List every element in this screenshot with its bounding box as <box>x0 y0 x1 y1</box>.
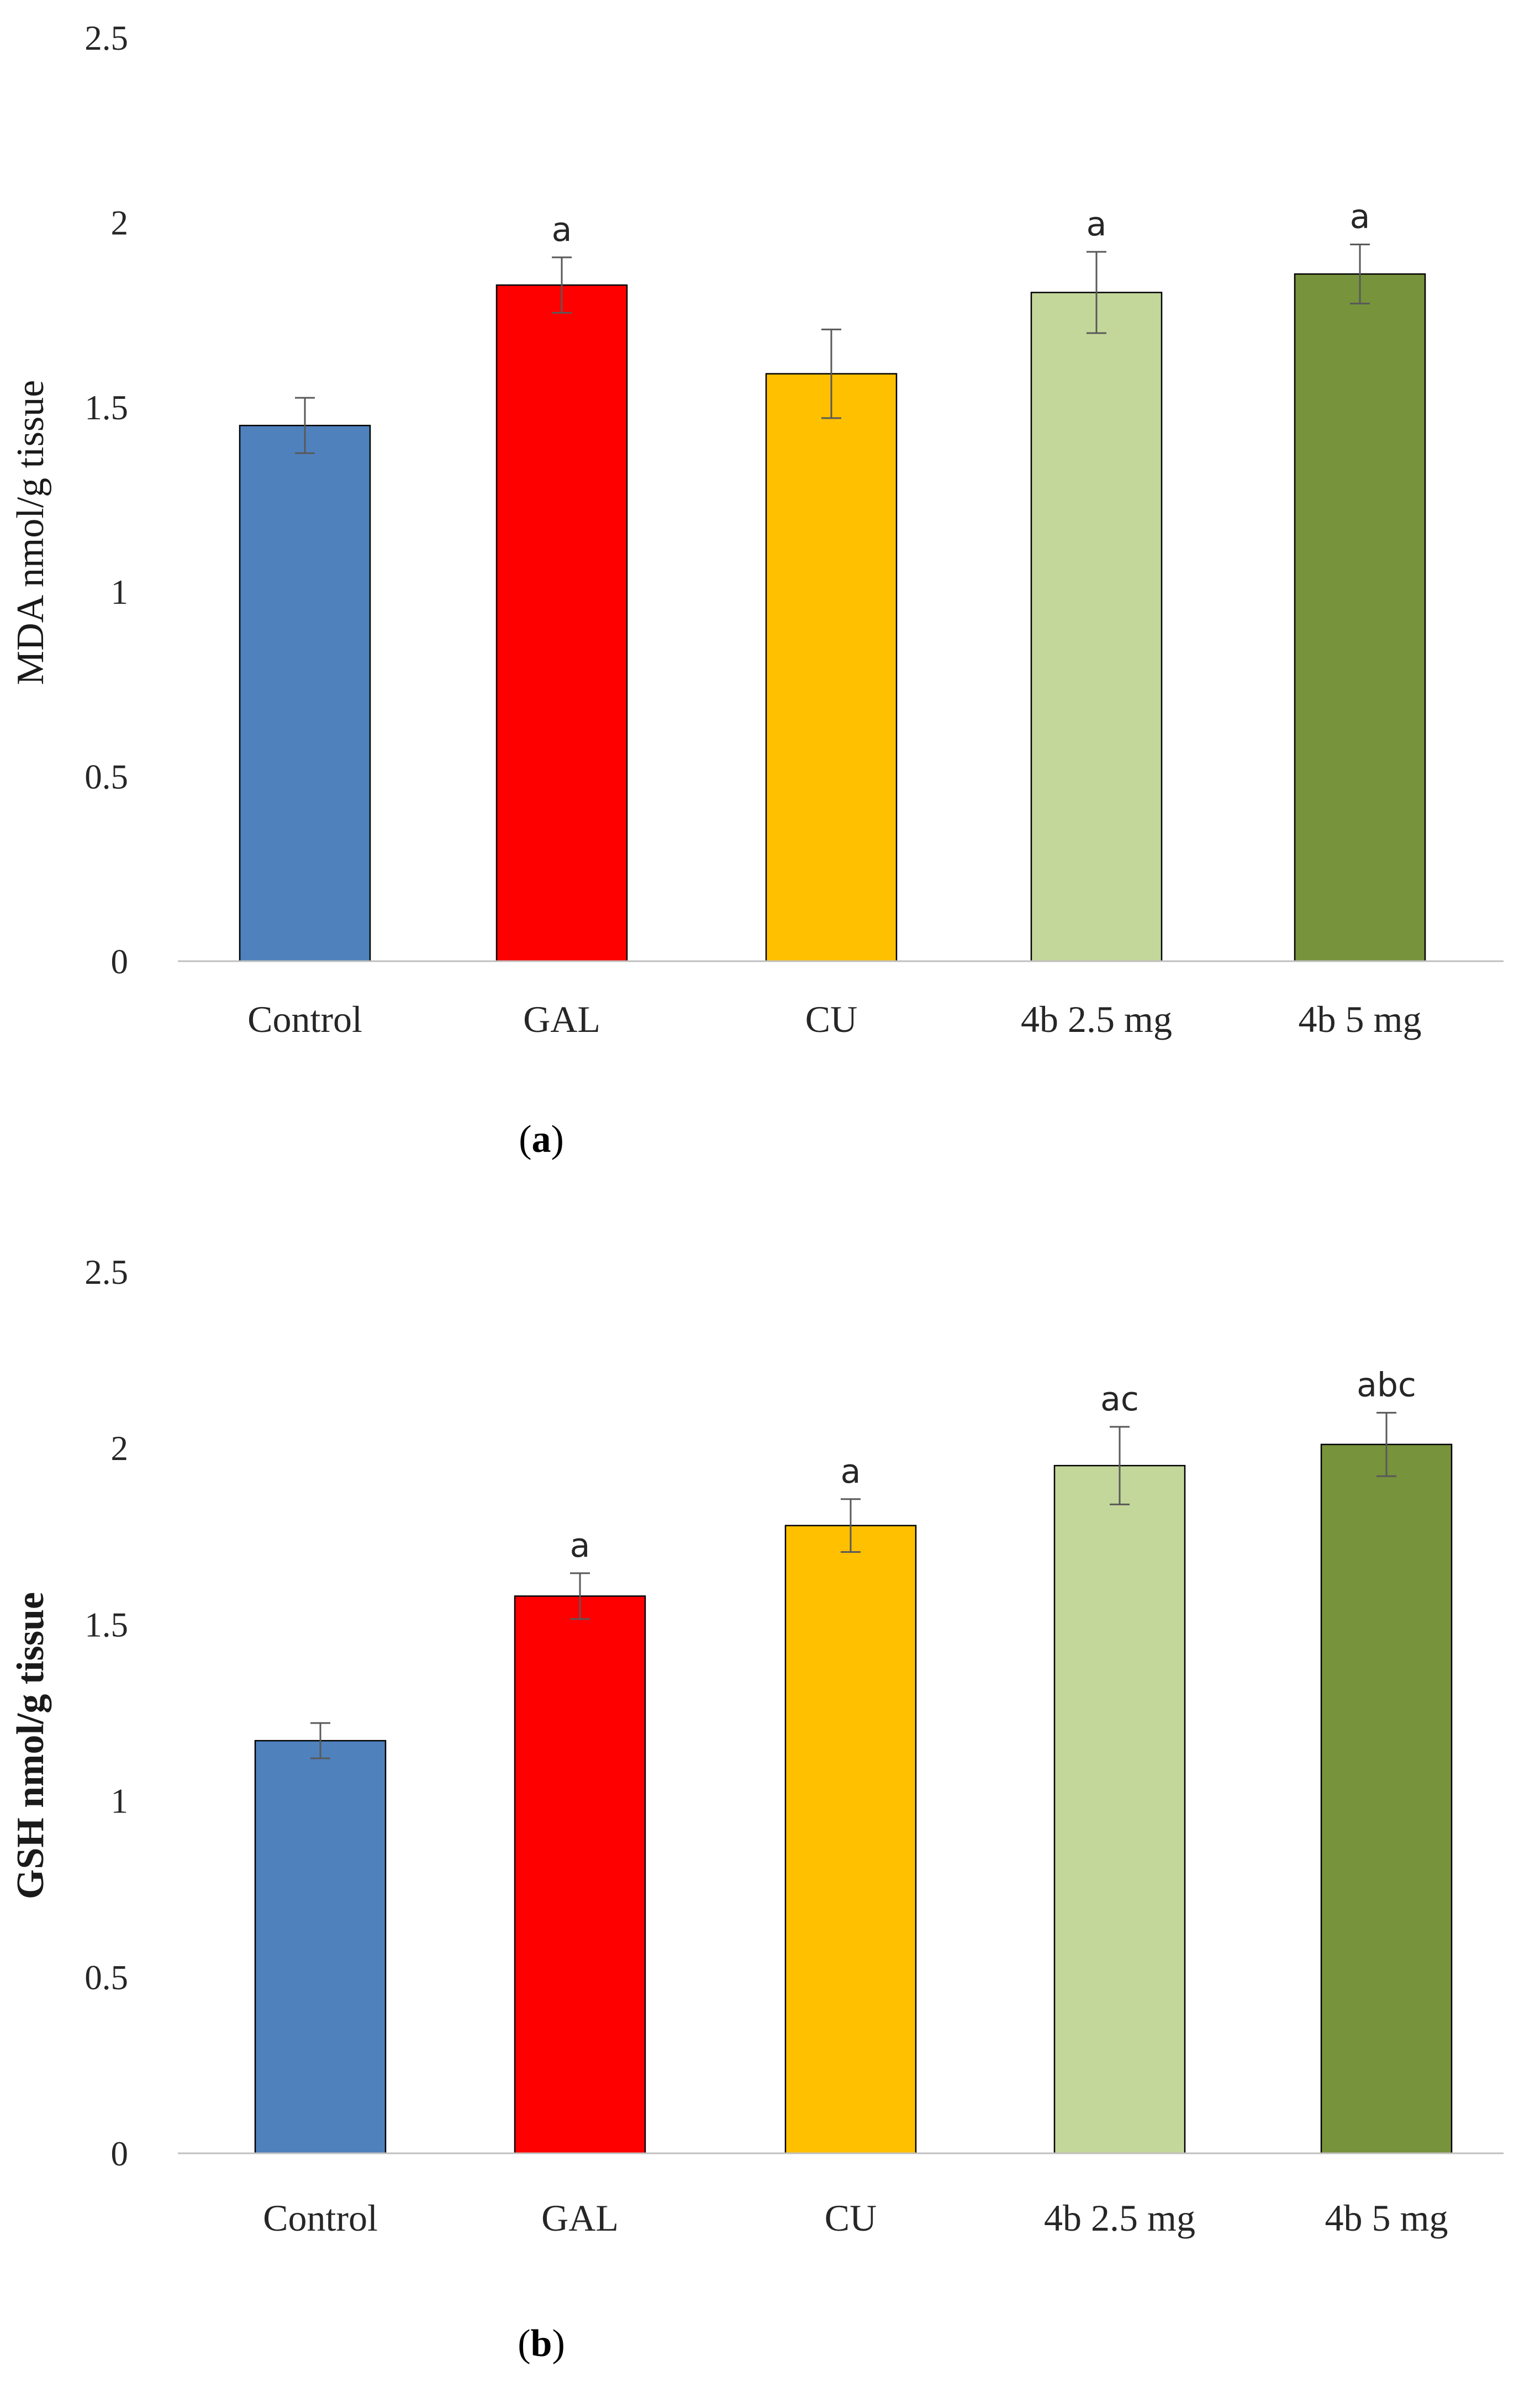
category-label: Control <box>263 2197 378 2239</box>
category-label: Control <box>247 998 362 1040</box>
bar <box>254 1740 387 2154</box>
category-label: GAL <box>523 998 600 1040</box>
significance-label: a <box>1087 205 1107 244</box>
y-tick-label: 2 <box>111 203 129 242</box>
panel-caption: (a) <box>519 1118 564 1161</box>
y-tick-label: 0.5 <box>85 758 128 797</box>
y-axis-label: GSH nmol/g tissue <box>9 1592 52 1899</box>
bar <box>495 284 628 962</box>
y-tick-label: 1 <box>111 1782 129 1821</box>
significance-label: a <box>1350 198 1370 236</box>
category-label: CU <box>825 2197 877 2239</box>
y-axis-label: MDA nmol/g tissue <box>9 380 52 685</box>
category-label: 4b 5 mg <box>1325 2197 1448 2239</box>
bar <box>239 424 371 962</box>
category-label: CU <box>805 998 857 1040</box>
error-bar <box>1110 1426 1130 1505</box>
panel-letter: b <box>531 2322 552 2365</box>
y-tick-label: 1.5 <box>85 388 128 427</box>
bar <box>514 1595 646 2154</box>
bar <box>784 1525 917 2154</box>
category-label: 4b 5 mg <box>1299 998 1422 1040</box>
y-tick-label: 0 <box>111 2135 129 2173</box>
significance-label: a <box>841 1452 861 1491</box>
significance-label: a <box>570 1526 590 1565</box>
y-tick-label: 2.5 <box>85 19 128 57</box>
category-label: 4b 2.5 mg <box>1044 2197 1195 2239</box>
panel-letter: a <box>532 1118 551 1161</box>
bar <box>1030 292 1163 962</box>
error-bar <box>295 397 315 454</box>
significance-label: ac <box>1100 1380 1139 1419</box>
bar <box>1294 273 1426 962</box>
error-bar <box>821 328 841 419</box>
bar <box>1320 1443 1453 2154</box>
error-bar <box>1376 1411 1396 1477</box>
panel-caption: (b) <box>518 2322 565 2365</box>
y-tick-label: 1 <box>111 573 129 612</box>
error-bar <box>552 256 572 314</box>
y-tick-label: 0 <box>111 942 129 981</box>
category-label: 4b 2.5 mg <box>1021 998 1172 1040</box>
y-tick-label: 1.5 <box>85 1605 128 1644</box>
error-bar <box>570 1572 590 1620</box>
error-bar <box>1350 244 1370 305</box>
y-tick-label: 2 <box>111 1429 129 1468</box>
significance-label: abc <box>1357 1366 1416 1404</box>
bar <box>1053 1464 1186 2154</box>
bar <box>765 373 898 962</box>
error-bar <box>310 1722 330 1759</box>
chart-gsh: 0 0.5 1 1.5 2 2.5 Control a GAL a CU ac 4b 2.5 mg abc… <box>9 1253 1504 2365</box>
y-tick-label: 0.5 <box>85 1958 128 1997</box>
significance-label: a <box>552 210 572 249</box>
error-bar <box>841 1498 861 1553</box>
chart-mda: 0 0.5 1 1.5 2 2.5 Control a GAL CU a 4b 2.5 mg a 4b 5… <box>9 19 1504 1161</box>
category-label: GAL <box>541 2197 619 2239</box>
error-bar <box>1087 251 1106 334</box>
y-tick-label: 2.5 <box>85 1253 128 1292</box>
